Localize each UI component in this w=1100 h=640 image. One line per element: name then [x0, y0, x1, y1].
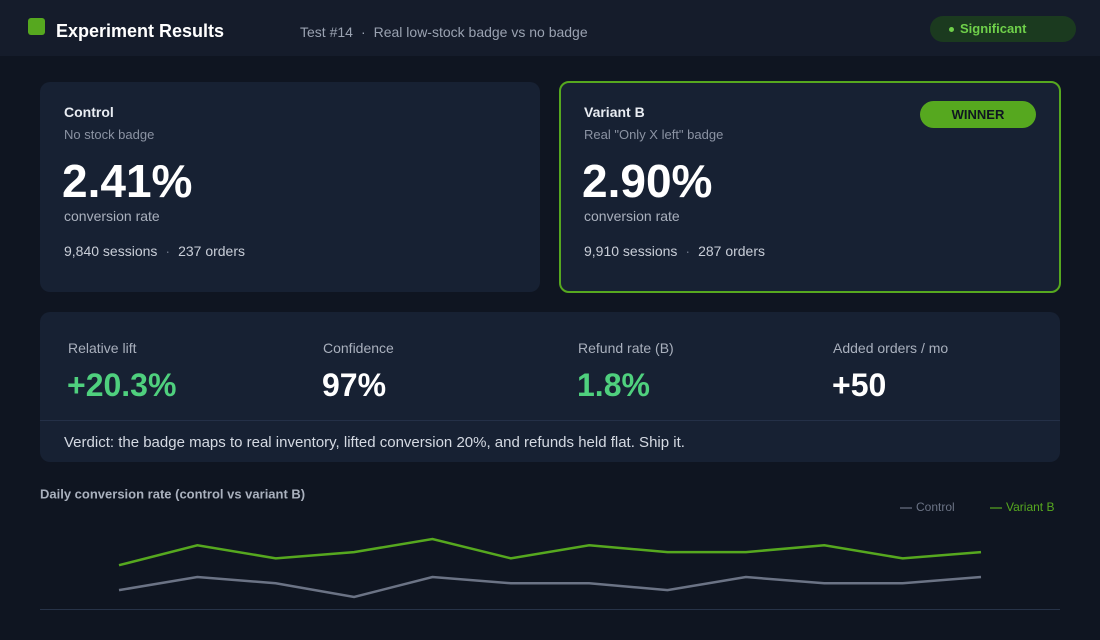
variant-card: Variant B Real "Only X left" badge 2.90%…: [559, 81, 1061, 293]
card-name: Control: [64, 104, 114, 120]
card-rate: 2.41%: [62, 155, 193, 207]
sessions: 9,840 sessions: [64, 243, 158, 259]
metric-label: Confidence: [323, 340, 394, 356]
title: Experiment Results: [56, 21, 225, 41]
card-subtitle: Real "Only X left" badge: [584, 127, 724, 142]
metrics-panel: Relative lift +20.3% Confidence 97% Refu…: [40, 312, 1060, 462]
legend-label: Variant B: [1006, 500, 1054, 514]
series-line: [118, 537, 982, 567]
sessions: 9,910 sessions: [584, 243, 678, 259]
subtitle: Test #14 · Real low-stock badge vs no badg…: [300, 24, 588, 40]
rate-label: conversion rate: [64, 208, 160, 224]
chart-title: Daily conversion rate (control vs varian…: [40, 486, 305, 501]
orders: 237 orders: [178, 243, 246, 259]
winner-badge: WINNER: [920, 101, 1036, 128]
card-stats: 9,840 sessions · 237 orders: [64, 243, 246, 259]
chart: Daily conversion rate (control vs varian…: [40, 486, 1060, 610]
card-subtitle: No stock badge: [64, 127, 155, 142]
metric-label: Relative lift: [68, 340, 137, 356]
status: Significant: [960, 21, 1027, 36]
legend-label: Control: [916, 500, 955, 514]
card-rate: 2.90%: [582, 155, 713, 207]
metric-value: +20.3%: [67, 367, 177, 403]
card-stats: 9,910 sessions · 287 orders: [584, 243, 766, 259]
verdict: Verdict: the badge maps to real inventor…: [64, 434, 685, 451]
control-card: Control No stock badge 2.41% conversion …: [40, 82, 540, 292]
metric-value: 1.8%: [577, 367, 650, 403]
header: Experiment Results Test #14 · Real low-sto…: [0, 0, 1100, 56]
metric-label: Added orders / mo: [833, 340, 949, 356]
metric-label: Refund rate (B): [578, 340, 674, 356]
metric-value: 97%: [322, 367, 387, 403]
series-line: [118, 575, 982, 599]
divider: [40, 420, 1060, 421]
orders: 287 orders: [698, 243, 766, 259]
status-pill: Significant: [930, 16, 1076, 42]
metric-value: +50: [832, 367, 887, 403]
card-name: Variant B: [584, 104, 645, 120]
logo: [28, 18, 45, 35]
rate-label: conversion rate: [584, 208, 680, 224]
test-id: Test #14: [300, 24, 353, 40]
description: Real low-stock badge vs no badge: [373, 24, 588, 40]
